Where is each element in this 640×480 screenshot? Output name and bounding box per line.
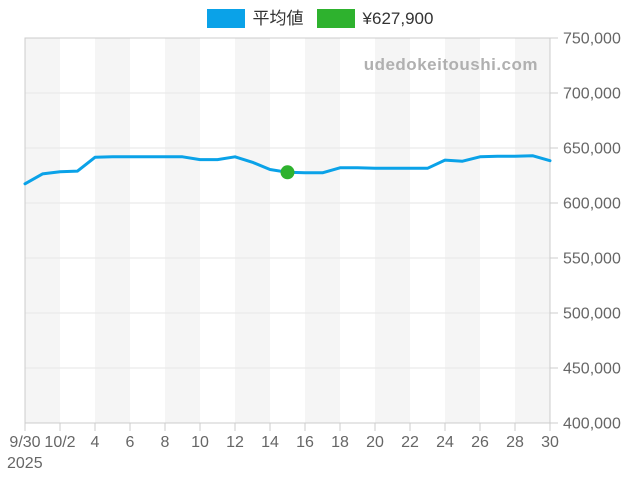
- x-axis-label: 30: [541, 434, 559, 451]
- y-axis-label: 750,000: [563, 31, 621, 48]
- plot-band: [305, 38, 340, 423]
- x-axis-label: 10/2: [44, 434, 75, 451]
- y-axis-label: 400,000: [563, 416, 621, 433]
- x-axis-label: 10: [191, 434, 209, 451]
- plot-band: [95, 38, 130, 423]
- x-axis-label: 22: [401, 434, 419, 451]
- plot-band: [445, 38, 480, 423]
- x-axis-label: 9/30: [9, 434, 40, 451]
- x-axis-label: 4: [91, 434, 100, 451]
- plot-band: [165, 38, 200, 423]
- x-axis-label: 6: [126, 434, 135, 451]
- y-axis-label: 650,000: [563, 141, 621, 158]
- legend-item-current-price[interactable]: ¥627,900: [316, 8, 434, 28]
- x-axis-label: 28: [506, 434, 524, 451]
- x-axis-label: 18: [331, 434, 349, 451]
- y-axis-label: 500,000: [563, 306, 621, 323]
- watermark: udedokeitoushi.com: [363, 55, 538, 74]
- plot-band: [25, 38, 60, 423]
- x-axis-label: 20: [366, 434, 384, 451]
- x-axis-label: 14: [261, 434, 279, 451]
- plot-border: [24, 37, 551, 424]
- chart-legend: 平均値 ¥627,900: [0, 7, 640, 29]
- legend-color-swatch-icon: [316, 8, 355, 28]
- x-axis-label: 26: [471, 434, 489, 451]
- x-axis-year-label: 2025: [7, 455, 43, 472]
- y-axis-label: 550,000: [563, 251, 621, 268]
- x-axis-label: 8: [161, 434, 170, 451]
- current-price-point[interactable]: [280, 165, 295, 180]
- legend-item-average[interactable]: 平均値: [206, 8, 304, 28]
- y-axis-label: 600,000: [563, 196, 621, 213]
- y-axis-label: 450,000: [563, 361, 621, 378]
- y-axis-label: 700,000: [563, 86, 621, 103]
- legend-price-label: ¥627,900: [362, 8, 434, 28]
- x-axis-label: 16: [296, 434, 314, 451]
- x-axis-label: 12: [226, 434, 244, 451]
- plot-band: [515, 38, 550, 423]
- plot-band: [235, 38, 270, 423]
- plot-band: [375, 38, 410, 423]
- legend-series-label: 平均値: [252, 8, 304, 28]
- x-axis-label: 24: [436, 434, 454, 451]
- legend-color-swatch-icon: [206, 8, 245, 28]
